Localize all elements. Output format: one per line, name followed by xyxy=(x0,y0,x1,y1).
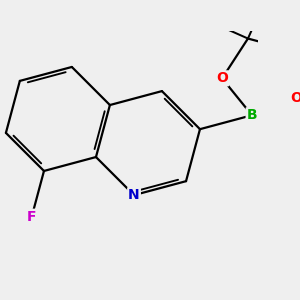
Text: N: N xyxy=(128,188,140,202)
Text: F: F xyxy=(27,210,37,224)
Text: O: O xyxy=(290,91,300,105)
Text: B: B xyxy=(247,108,257,122)
Text: O: O xyxy=(216,71,228,85)
